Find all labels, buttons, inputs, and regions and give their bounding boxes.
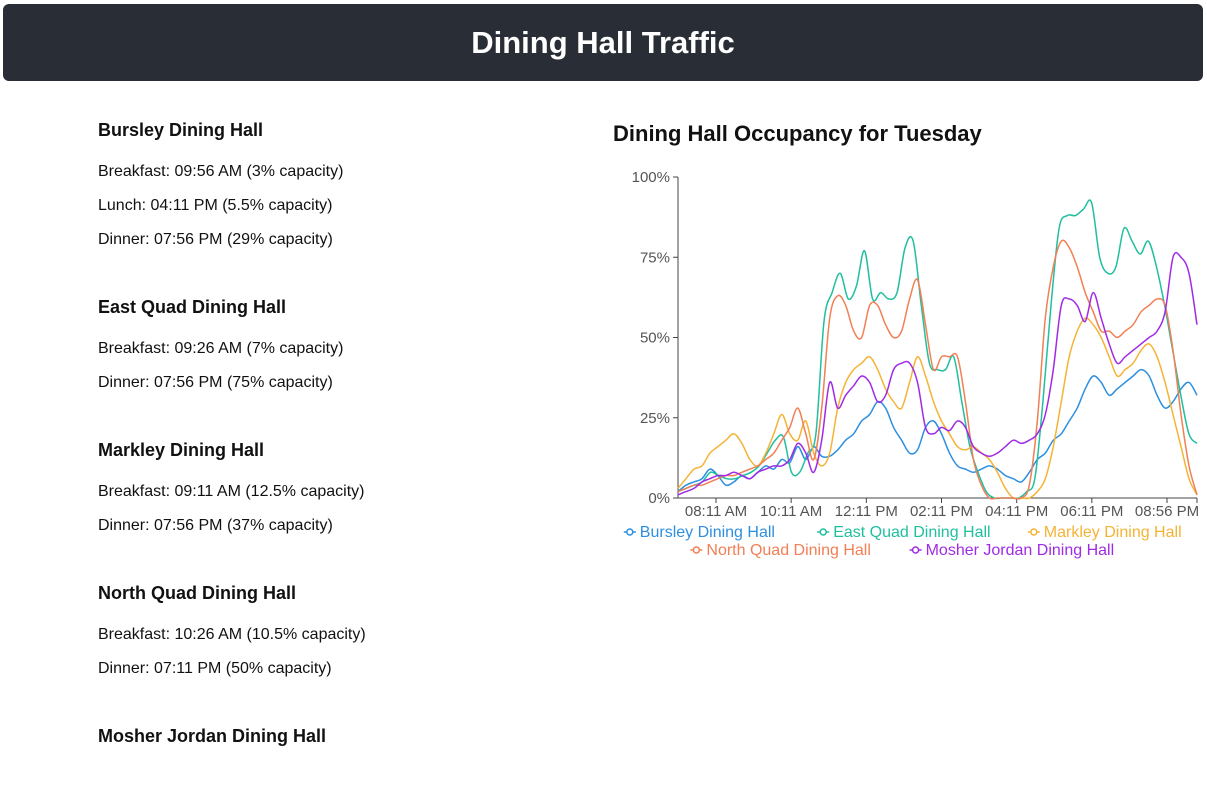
x-tick-label: 06:11 PM [1060, 503, 1123, 520]
x-tick-label: 04:11 PM [985, 503, 1048, 520]
hall-name: Markley Dining Hall [98, 440, 265, 460]
hall-card: Bursley Dining Hall Breakfast: 09:56 AM … [98, 118, 558, 257]
legend-label: North Quad Dining Hall [706, 542, 871, 559]
series-line-0 [677, 368, 1198, 493]
legend-marker [819, 528, 827, 536]
meal-peak: Breakfast: 09:26 AM (7% capacity) [98, 340, 344, 357]
legend-marker [626, 528, 634, 536]
series-line-2 [677, 317, 1198, 500]
meal-peak: Dinner: 07:56 PM (29% capacity) [98, 231, 333, 248]
hall-card: Mosher Jordan Dining Hall [98, 724, 558, 748]
hall-name: Mosher Jordan Dining Hall [98, 726, 327, 746]
legend-label: Markley Dining Hall [1044, 524, 1182, 541]
x-tick-label: 08:56 PM [1135, 503, 1199, 520]
x-tick-label: 02:11 PM [910, 503, 973, 520]
legend-marker [911, 546, 920, 554]
meal-peak: Dinner: 07:56 PM (75% capacity) [98, 374, 333, 391]
x-tick-label: 08:11 AM [685, 503, 747, 520]
meal-peak: Dinner: 07:56 PM (37% capacity) [98, 517, 333, 534]
series-line-1 [677, 199, 1198, 500]
x-tick-label: 12:11 PM [835, 503, 898, 520]
hall-card: North Quad Dining Hall Breakfast: 10:26 … [98, 581, 558, 686]
x-tick-label: 10:11 AM [760, 503, 822, 520]
hall-name: East Quad Dining Hall [98, 297, 287, 317]
page-title: Dining Hall Traffic [471, 24, 735, 60]
hall-name: North Quad Dining Hall [98, 583, 296, 603]
meal-peak: Lunch: 04:11 PM (5.5% capacity) [98, 197, 333, 214]
meal-peak: Breakfast: 09:11 AM (12.5% capacity) [98, 483, 365, 500]
legend-label: Mosher Jordan Dining Hall [926, 542, 1115, 559]
y-tick-label: 100% [632, 169, 670, 186]
legend-label: East Quad Dining Hall [833, 524, 990, 541]
y-tick-label: 25% [640, 410, 670, 427]
hall-list: Bursley Dining Hall Breakfast: 09:56 AM … [98, 118, 558, 786]
chart-title: Dining Hall Occupancy for Tuesday [613, 121, 982, 146]
legend-label: Bursley Dining Hall [640, 524, 775, 541]
y-tick-label: 0% [648, 490, 670, 507]
hall-name: Bursley Dining Hall [98, 120, 264, 140]
legend-marker [1030, 528, 1038, 536]
legend-marker [692, 546, 701, 554]
hall-card: East Quad Dining Hall Breakfast: 09:26 A… [98, 295, 558, 400]
y-tick-label: 75% [640, 249, 670, 266]
occupancy-chart: 0% 25% 50% 75% 100% 08:11 AM 10:11 AM 12:11 PM 0… [623, 169, 1199, 559]
meal-peak: Breakfast: 10:26 AM (10.5% capacity) [98, 626, 366, 643]
meal-peak: Breakfast: 09:56 AM (3% capacity) [98, 163, 344, 180]
y-tick-label: 50% [640, 330, 670, 347]
hall-card: Markley Dining Hall Breakfast: 09:11 AM … [98, 438, 558, 543]
series-line-3 [677, 239, 1198, 500]
series-line-4 [677, 251, 1198, 496]
page-header: Dining Hall Traffic [3, 4, 1203, 81]
meal-peak: Dinner: 07:11 PM (50% capacity) [98, 660, 332, 677]
